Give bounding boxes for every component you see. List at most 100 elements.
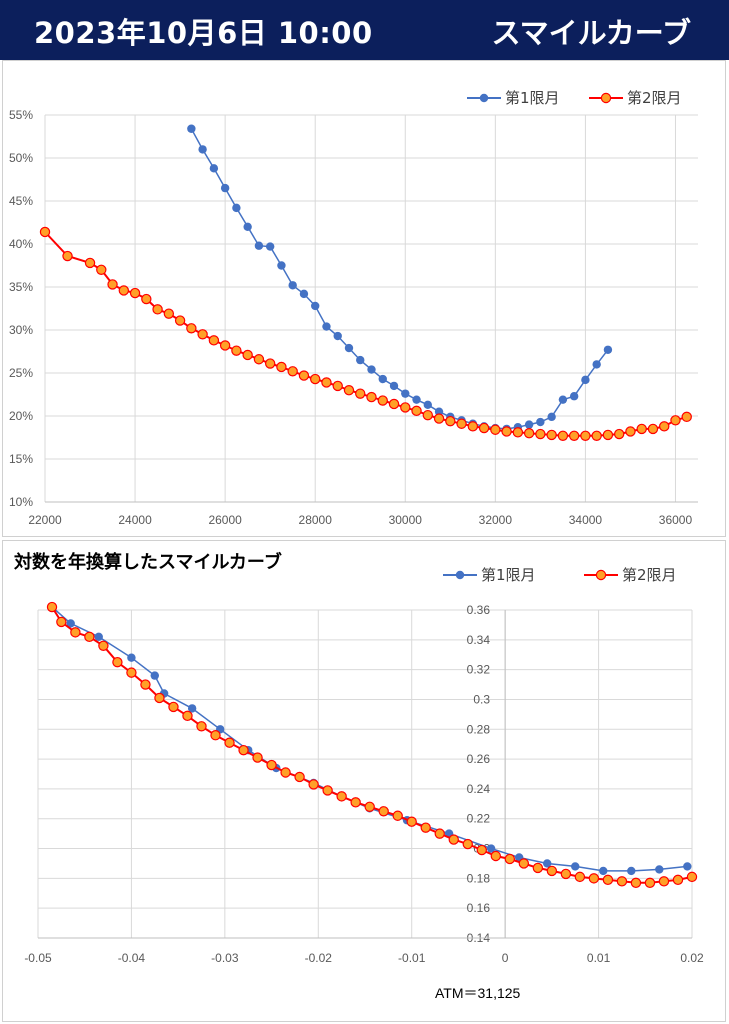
chart2-xtick-label: 0.01 xyxy=(587,951,611,965)
chart1-series1-point xyxy=(356,355,365,365)
chart2-series1-point xyxy=(486,844,496,853)
chart2-series2-point xyxy=(98,640,109,651)
chart1-series2-point xyxy=(39,226,51,238)
chart1-series2-point xyxy=(163,308,175,319)
chart-panel-bottom xyxy=(2,540,726,1022)
chart2-series2-point xyxy=(448,834,459,845)
chart2-series2-point xyxy=(252,752,263,763)
chart2-series1-point xyxy=(187,704,197,713)
chart1-series2-point xyxy=(242,349,253,361)
chart2-series2-point xyxy=(616,876,628,887)
chart1-ytick-label: 10% xyxy=(9,495,33,509)
atm-label: ATM＝31,125 xyxy=(435,985,521,1001)
chart1-series2-point xyxy=(186,323,197,334)
chart2-legend-label: 第1限月 xyxy=(481,566,536,584)
chart1-series2-point xyxy=(580,430,591,441)
chart1-series2-point xyxy=(613,428,625,440)
chart1-series2-point xyxy=(445,415,456,427)
chart1-series1-point xyxy=(434,407,444,416)
chart2-series1-point xyxy=(66,619,75,628)
chart2-ytick-label: 0.18 xyxy=(467,871,491,885)
chart2-xtick-label: -0.03 xyxy=(211,951,239,965)
header-bar: 2023年10月6日 10:00 スマイルカーブ xyxy=(0,0,729,60)
chart1-series2-point xyxy=(670,415,681,426)
chart1-ytick-label: 50% xyxy=(9,151,33,165)
chart2-series1-point xyxy=(127,653,136,662)
chart1-series2-point xyxy=(141,293,152,305)
chart2-xtick-label: -0.01 xyxy=(398,951,426,965)
chart1-series2-point xyxy=(512,427,524,438)
chart1-series2-point xyxy=(388,398,400,410)
chart2-ytick-label: 0.16 xyxy=(467,901,491,915)
chart2-series2-point xyxy=(602,874,614,886)
chart2-series1-point xyxy=(655,865,664,874)
chart1-series2-point xyxy=(321,377,332,388)
chart1-xtick-label: 34000 xyxy=(569,513,603,527)
chart1-series1-point xyxy=(592,360,601,369)
chart2-series2-point xyxy=(46,601,58,613)
chart2-series2-point xyxy=(434,828,445,839)
chart1-ytick-label: 45% xyxy=(9,194,33,208)
chart1-xtick-label: 32000 xyxy=(479,513,513,527)
chart2-series2-point xyxy=(70,627,81,638)
chart2-series2-point xyxy=(686,871,698,883)
chart1-series1-point xyxy=(378,374,387,384)
chart2-ytick-label: 0.36 xyxy=(467,603,491,617)
chart2-series-line-1 xyxy=(51,606,688,872)
chart1-series2-point xyxy=(118,285,130,296)
chart2-series2-point xyxy=(658,876,670,887)
chart1-series2-point xyxy=(298,370,310,381)
chart1-xtick-label: 26000 xyxy=(208,513,242,527)
chart1-xtick-label: 36000 xyxy=(659,513,693,527)
chart2-series2-point xyxy=(56,616,67,628)
chart1-legend-marker xyxy=(600,92,612,104)
chart2-series1-point xyxy=(542,859,552,868)
chart2-ytick-label: 0.34 xyxy=(467,633,491,647)
chart1-series1-point xyxy=(581,375,590,385)
chart1-series2-point xyxy=(636,423,647,435)
chart1-series1-point xyxy=(367,365,376,374)
chart1-series1-point xyxy=(232,203,241,213)
chart1-legend-label: 第2限月 xyxy=(627,89,682,107)
chart2-series2-point xyxy=(210,730,221,741)
chart2-series2-point xyxy=(392,810,403,821)
chart1-series2-point xyxy=(433,413,445,424)
chart2-series2-point xyxy=(350,797,361,808)
smile-curve-chart: 10% 15% 20% 25% 30% 35% 40% 45% 50% 55% 22000 24000… xyxy=(9,89,698,527)
chart2-series2-point xyxy=(280,767,291,778)
chart1-series2-point xyxy=(400,402,411,413)
chart2-series2-point xyxy=(126,667,137,678)
chart2-series1-point xyxy=(571,862,580,871)
chart2-series2-point xyxy=(532,862,544,874)
chart2-series1-point xyxy=(683,862,692,871)
chart1-series1-point xyxy=(603,345,613,354)
chart1-series2-point xyxy=(62,250,73,262)
chart2-series2-point xyxy=(490,850,501,862)
chart2-legend-label: 第2限月 xyxy=(622,566,677,584)
chart1-series2-point xyxy=(253,354,265,365)
chart2-series2-point xyxy=(630,877,642,889)
chart1-series1-point xyxy=(423,400,432,410)
chart2-ytick-label: 0.3 xyxy=(473,692,490,706)
chart1-series2-point xyxy=(129,287,141,299)
chart2-series2-point xyxy=(476,844,487,856)
chart1-series2-point xyxy=(343,385,355,396)
chart1-series2-point xyxy=(208,335,220,346)
chart1-series1-point xyxy=(209,164,219,173)
chart2-series2-point xyxy=(224,737,235,748)
chart1-series2-point xyxy=(647,423,659,435)
chart2-series2-point xyxy=(266,759,277,771)
chart1-ytick-label: 25% xyxy=(9,366,33,380)
chart1-series2-point xyxy=(219,340,231,351)
chart1-series2-point xyxy=(456,418,467,429)
chart1-series2-point xyxy=(625,426,636,437)
chart2-ytick-label: 0.22 xyxy=(467,812,491,826)
chart1-series1-point xyxy=(322,322,331,331)
chart1-series1-point xyxy=(220,183,230,193)
chart1-series1-point xyxy=(277,261,286,270)
chart1-series1-point xyxy=(288,281,297,290)
chart1-series1-point xyxy=(299,289,309,299)
chart2-series2-point xyxy=(504,853,516,865)
chart1-xtick-label: 24000 xyxy=(118,513,152,527)
